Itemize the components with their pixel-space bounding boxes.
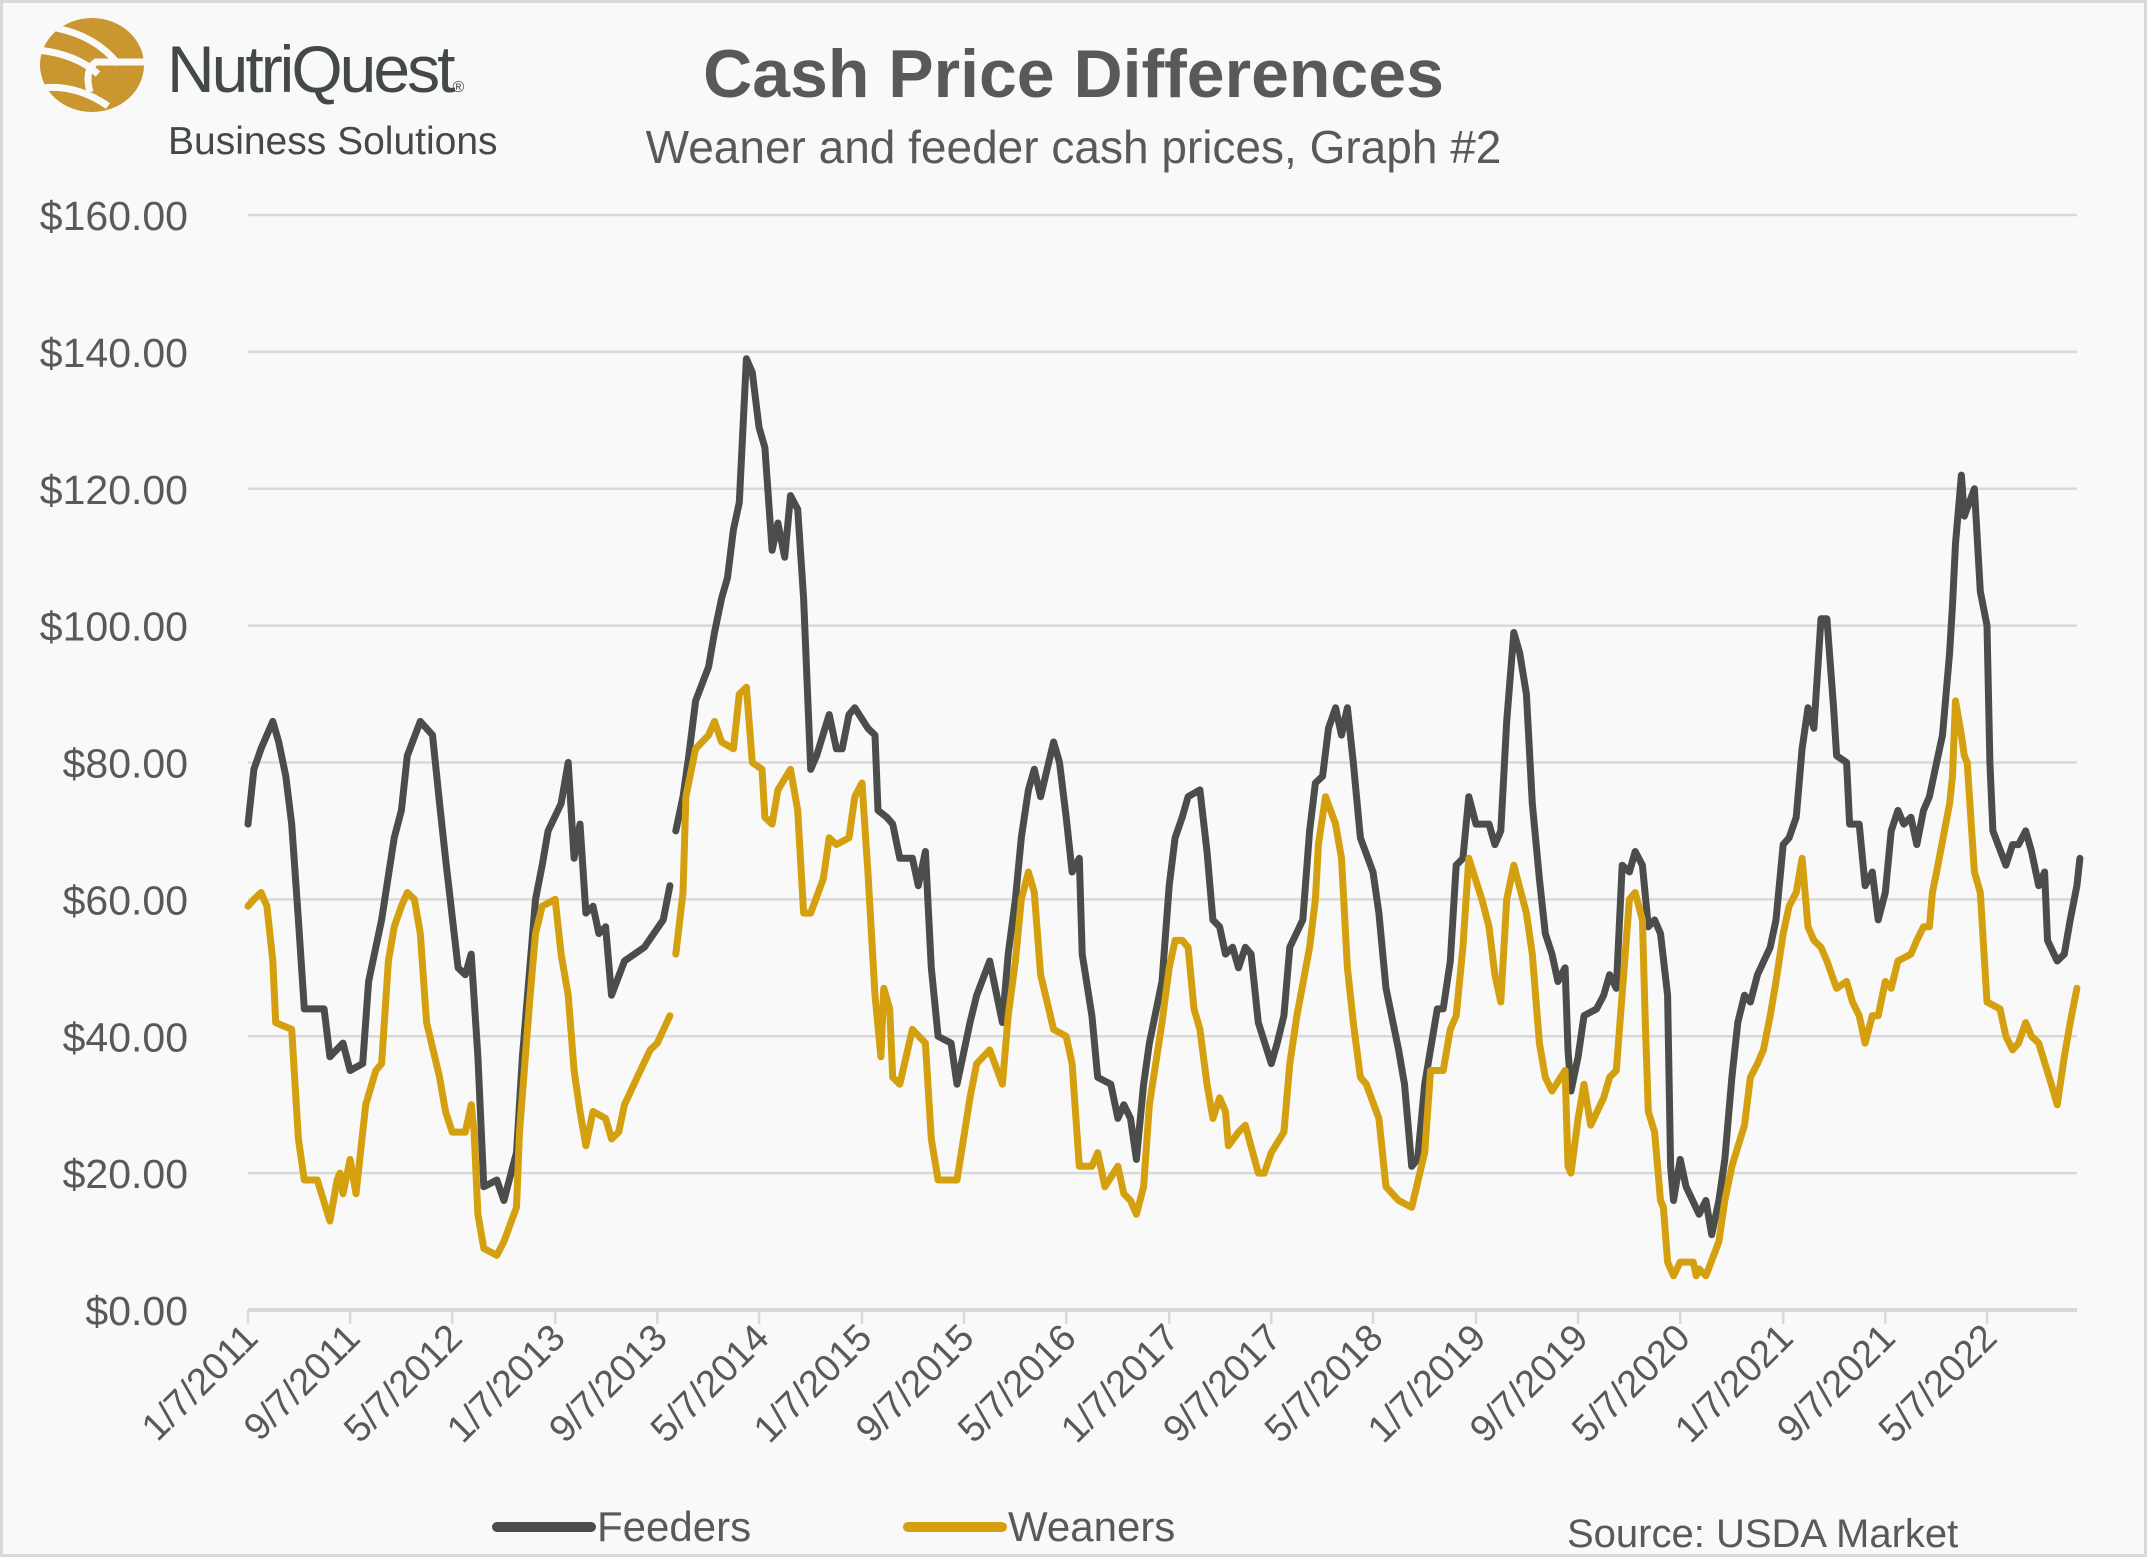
chart-subtitle: Weaner and feeder cash prices, Graph #2 [645, 121, 1502, 173]
y-tick-label: $140.00 [40, 330, 188, 376]
y-tick-label: $40.00 [63, 1014, 188, 1060]
legend: Feeders Weaners [492, 1503, 1175, 1550]
x-axis: 1/7/20119/7/20115/7/20121/7/20139/7/2013… [134, 1310, 2005, 1451]
y-tick-label: $120.00 [40, 467, 188, 513]
legend-item-feeders: Feeders [492, 1503, 751, 1550]
y-tick-label: $0.00 [85, 1288, 188, 1334]
chart-title-text: Cash Price Differences [703, 36, 1444, 112]
chart-title: Cash Price Differences [0, 40, 2147, 108]
legend-label: Feeders [597, 1503, 751, 1550]
legend-item-weaners: Weaners [903, 1503, 1175, 1550]
y-tick-label: $60.00 [63, 877, 188, 923]
logo-brand-text: NutriQuest [167, 32, 455, 106]
y-tick-label: $100.00 [40, 604, 188, 650]
y-tick-label: $20.00 [63, 1151, 188, 1197]
registered-mark: ® [452, 79, 465, 96]
y-axis: $0.00 $20.00 $40.00 $60.00 $80.00 $100.00 $120… [40, 193, 188, 1334]
source-note: Source: USDA Market [1567, 1512, 1959, 1556]
nutriquest-logo-icon [37, 18, 144, 112]
series-line-feeders [244, 355, 2084, 1239]
y-tick-label: $80.00 [63, 741, 188, 787]
series-lines [244, 355, 2084, 1280]
logo-brand: NutriQuest® [167, 36, 464, 102]
y-tick-label: $160.00 [40, 193, 188, 239]
legend-label: Weaners [1008, 1503, 1175, 1550]
logo-tagline: Business Solutions [168, 120, 498, 163]
gridlines [248, 213, 2077, 1312]
series-line-weaners [244, 683, 2081, 1280]
